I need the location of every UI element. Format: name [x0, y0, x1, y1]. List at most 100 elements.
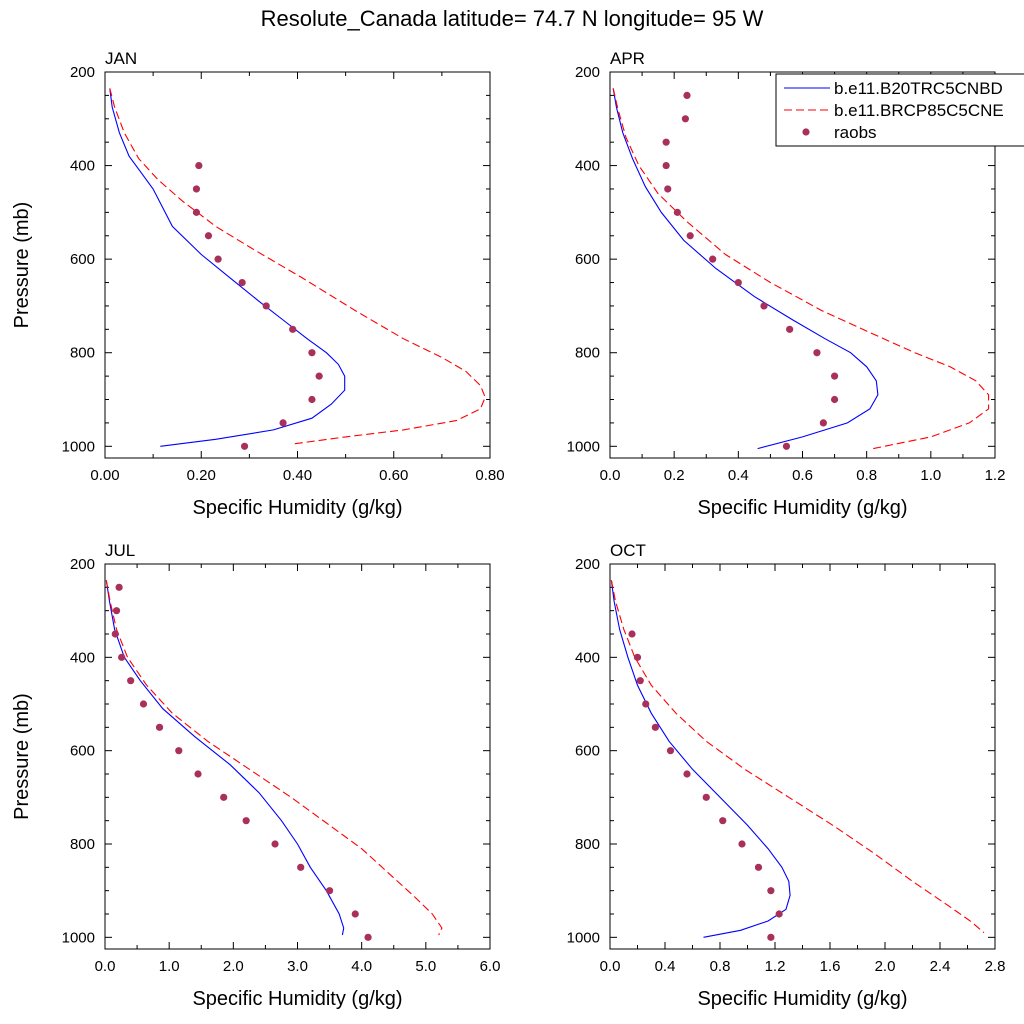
raobs-point [681, 115, 689, 123]
y-tick-label: 600 [575, 743, 600, 760]
raobs-point [308, 349, 316, 357]
y-tick-label: 600 [575, 251, 600, 268]
raobs-point [819, 419, 827, 427]
x-tick-label: 0.0 [95, 958, 116, 975]
raobs-point [628, 630, 636, 638]
legend-entry: raobs [802, 123, 877, 142]
x-tick-label: 3.0 [287, 958, 308, 975]
panel-oct: OCT 0.0 0.4 0.8 1.2 1.6 2.0 2.4 2.8 200 400 600 800 1… [567, 541, 1006, 1010]
x-axis-label: Specific Humidity (g/kg) [697, 497, 907, 519]
y-tick-label: 1000 [567, 438, 600, 455]
legend-entry: b.e11.B20TRC5CNBD [784, 79, 1003, 98]
raobs-point [651, 723, 659, 731]
y-axis-label: Pressure (mb) [11, 202, 33, 329]
figure-title: Resolute_Canada latitude= 74.7 N longitu… [261, 6, 764, 31]
x-tick-label: 5.0 [415, 958, 436, 975]
legend-marker [802, 128, 810, 136]
x-tick-label: 0.6 [792, 467, 813, 484]
x-tick-label: 2.0 [223, 958, 244, 975]
x-axis-label: Specific Humidity (g/kg) [192, 988, 402, 1010]
raobs-point [155, 723, 164, 731]
x-tick-label: 1.0 [159, 958, 180, 975]
raobs-point [767, 933, 775, 941]
series-line-solid [109, 88, 346, 447]
y-tick-label: 800 [575, 836, 600, 853]
x-tick-label: 0.60 [379, 467, 408, 484]
raobs-point [830, 395, 839, 404]
legend-box [775, 73, 1024, 147]
legend-label: b.e11.B20TRC5CNBD [834, 79, 1003, 98]
x-tick-label: 0.20 [187, 467, 216, 484]
raobs-point [175, 747, 183, 755]
x-tick-label: 1.2 [985, 467, 1006, 484]
raobs-point [767, 887, 775, 895]
y-tick-label: 400 [575, 158, 600, 175]
x-tick-label: 0.2 [664, 467, 685, 484]
raobs-point [238, 278, 246, 287]
x-tick-label: 0.8 [710, 958, 731, 975]
raobs-point [719, 817, 727, 825]
raobs-point [683, 91, 691, 99]
series-line-solid [105, 580, 345, 936]
raobs-point [734, 278, 742, 287]
raobs-point [127, 677, 135, 685]
y-tick-label: 1000 [567, 929, 600, 946]
raobs-point [192, 185, 201, 193]
y-tick-label: 600 [70, 743, 95, 760]
raobs-point [754, 863, 763, 871]
x-tick-label: 1.2 [765, 958, 786, 975]
legend: b.e11.B20TRC5CNBD b.e11.BRCP85C5CNE raobs [775, 73, 1024, 147]
raobs-point [271, 840, 279, 848]
panels-layer: JAN 0.00 0.20 0.40 0.60 0.80 200 400 600 800 1000 S… [11, 49, 1005, 1010]
raobs-point [351, 910, 359, 918]
panel-label: JAN [105, 49, 137, 68]
x-tick-label: 1.0 [920, 467, 941, 484]
x-tick-label: 4.0 [351, 958, 372, 975]
raobs-point [214, 255, 222, 263]
raobs-point [709, 255, 717, 263]
y-tick-label: 600 [70, 251, 95, 268]
raobs-point [308, 395, 316, 404]
y-tick-label: 800 [70, 345, 95, 362]
x-tick-label: 0.0 [600, 958, 621, 975]
raobs-point [662, 138, 670, 146]
raobs-point [662, 161, 670, 170]
legend-label: b.e11.BRCP85C5CNE [834, 101, 1004, 120]
y-tick-label: 1000 [62, 929, 95, 946]
x-tick-label: 0.0 [600, 467, 621, 484]
raobs-point [702, 793, 710, 801]
panel-label: APR [610, 49, 645, 68]
raobs-point [813, 349, 821, 357]
raobs-point [364, 933, 372, 941]
y-tick-label: 200 [575, 556, 600, 573]
x-tick-label: 0.4 [655, 958, 676, 975]
raobs-point [139, 700, 148, 708]
raobs-point [664, 185, 672, 193]
raobs-point [297, 863, 305, 871]
raobs-point [204, 232, 213, 240]
x-axis-label: Specific Humidity (g/kg) [697, 988, 907, 1010]
raobs-point [738, 840, 746, 848]
series-line-dashed [610, 580, 985, 934]
raobs-point [279, 419, 287, 427]
raobs-point [289, 325, 297, 333]
x-tick-label: 2.0 [875, 958, 896, 975]
x-tick-label: 0.80 [475, 467, 504, 484]
plot-frame [104, 71, 491, 459]
raobs-point [112, 607, 121, 615]
raobs-point [118, 653, 126, 661]
raobs-point [642, 700, 650, 708]
raobs-point [636, 677, 644, 685]
raobs-point [830, 372, 839, 380]
x-tick-label: 0.40 [283, 467, 312, 484]
x-tick-label: 6.0 [480, 958, 501, 975]
x-axis-label: Specific Humidity (g/kg) [192, 497, 402, 519]
panel-jan: JAN 0.00 0.20 0.40 0.60 0.80 200 400 600 800 1000 S… [11, 49, 505, 519]
raobs-point [683, 770, 691, 778]
panel-label: OCT [610, 541, 646, 560]
panel-jul: JUL 0.0 1.0 2.0 3.0 4.0 5.0 6.0 200 400 600 800 1000… [11, 541, 500, 1010]
x-tick-label: 1.6 [820, 958, 841, 975]
y-tick-label: 800 [575, 345, 600, 362]
x-tick-label: 2.8 [985, 958, 1006, 975]
